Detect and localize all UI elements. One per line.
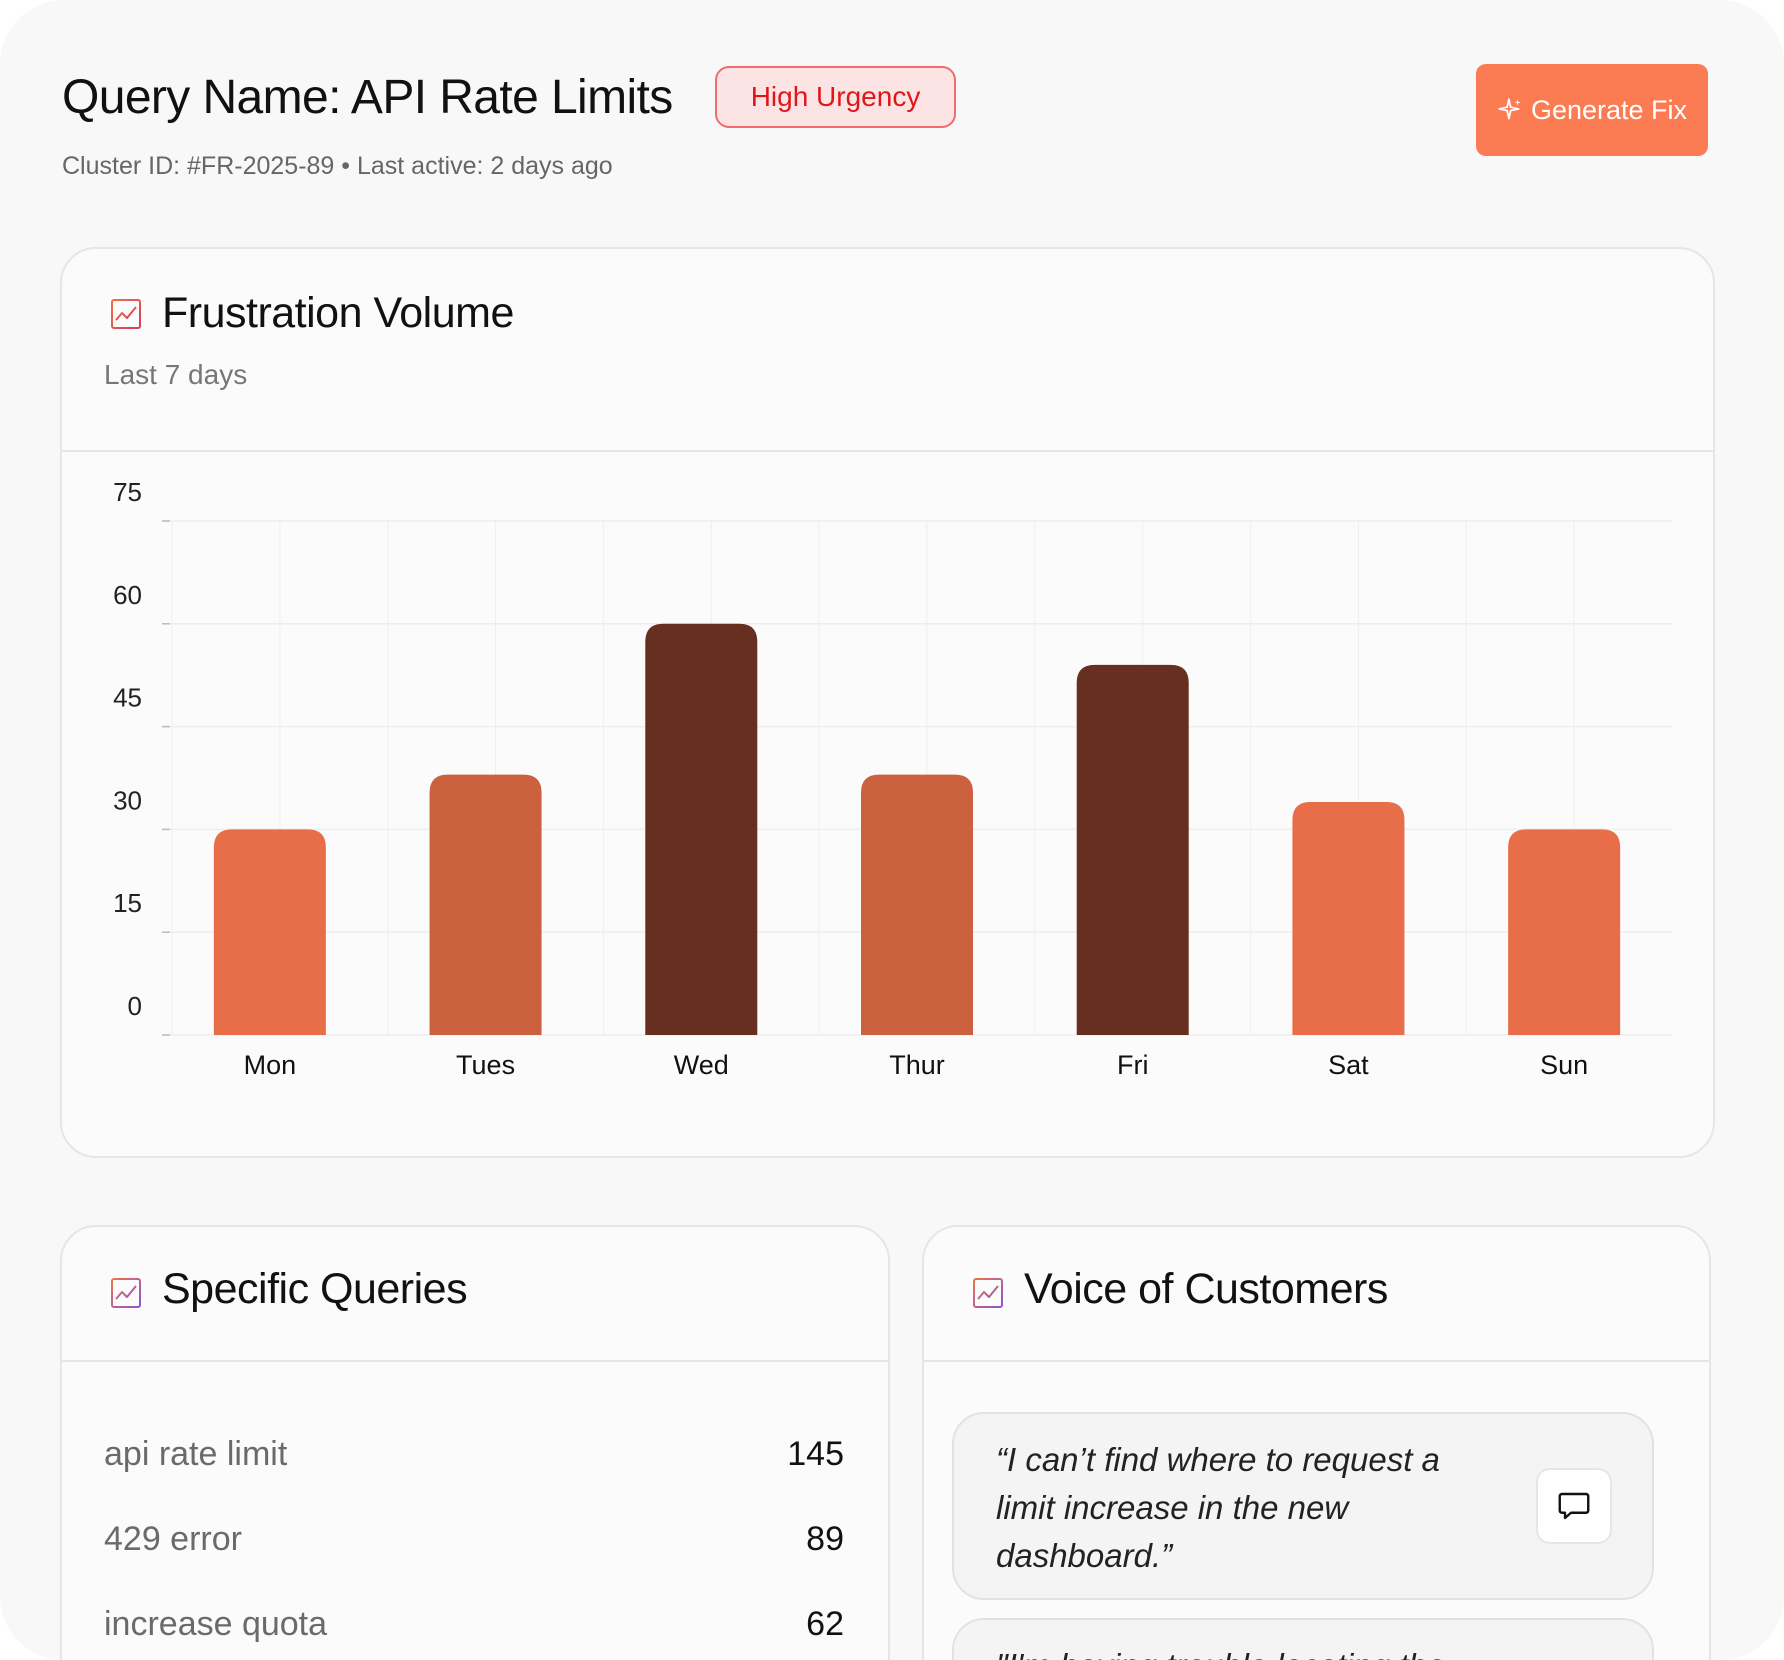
query-label: 429 error bbox=[104, 1520, 242, 1558]
generate-fix-label: Generate Fix bbox=[1530, 94, 1688, 125]
frustration-card-title: Frustration Volume bbox=[162, 289, 514, 337]
frustration-volume-card: Frustration Volume Last 7 days 0 15 30 45 60… bbox=[60, 247, 1715, 1158]
customer-quote: "I'm having trouble locating the bbox=[952, 1618, 1654, 1660]
speech-bubble-icon bbox=[1558, 1492, 1590, 1520]
chart-bar bbox=[1292, 801, 1405, 1035]
frustration-card-header: Frustration Volume Last 7 days bbox=[62, 249, 1713, 452]
chart-bar bbox=[645, 623, 758, 1035]
customer-quote: “I can’t find where to request a limit i… bbox=[952, 1412, 1654, 1600]
list-item[interactable]: 429 error 89 bbox=[104, 1497, 844, 1582]
chart-bar bbox=[213, 829, 326, 1035]
quote-comment-button[interactable] bbox=[1536, 1468, 1612, 1544]
voice-of-customers-card: Voice of Customers “I can’t find where t… bbox=[922, 1225, 1711, 1660]
cluster-subtitle: Cluster ID: #FR-2025-89 • Last active: 2… bbox=[62, 152, 613, 180]
y-tick-label: 45 bbox=[113, 683, 142, 713]
y-tick-label: 75 bbox=[113, 477, 142, 507]
x-tick-label: Wed bbox=[674, 1050, 729, 1080]
trend-chart-icon bbox=[973, 1278, 1003, 1308]
y-tick-label: 0 bbox=[128, 991, 142, 1021]
chart-bar bbox=[429, 774, 542, 1035]
quote-text: "I'm having trouble locating the bbox=[996, 1642, 1466, 1660]
voice-card-header: Voice of Customers bbox=[924, 1227, 1709, 1362]
y-tick-label: 15 bbox=[113, 888, 142, 918]
title-row: Query Name: API Rate Limits High Urgency bbox=[62, 66, 1708, 128]
list-item[interactable]: api rate limit 145 bbox=[104, 1412, 844, 1497]
query-count: 62 bbox=[806, 1605, 844, 1643]
query-label: increase quota bbox=[104, 1605, 328, 1643]
x-tick-label: Fri bbox=[1117, 1050, 1148, 1080]
x-tick-label: Sat bbox=[1328, 1050, 1369, 1080]
voice-card-title: Voice of Customers bbox=[1024, 1265, 1388, 1313]
specific-queries-card: Specific Queries api rate limit 145 429 … bbox=[60, 1225, 890, 1660]
trend-chart-icon bbox=[111, 1278, 141, 1308]
query-count: 89 bbox=[806, 1520, 844, 1558]
query-count: 145 bbox=[787, 1435, 844, 1473]
urgency-badge: High Urgency bbox=[714, 66, 957, 128]
chart-bar bbox=[1076, 664, 1189, 1035]
x-tick-label: Thur bbox=[889, 1050, 945, 1080]
query-label: api rate limit bbox=[104, 1435, 288, 1473]
list-item[interactable]: increase quota 62 bbox=[104, 1582, 844, 1660]
frustration-card-subtitle: Last 7 days bbox=[104, 359, 248, 390]
query-list: api rate limit 145 429 error 89 increase… bbox=[104, 1412, 844, 1660]
frustration-bar-chart: 0 15 30 45 60 75 Mon Tues Wed Thur Fri Sat Sun bbox=[113, 477, 1672, 1080]
trend-chart-icon bbox=[111, 299, 141, 329]
queries-card-header: Specific Queries bbox=[62, 1227, 888, 1362]
sparkle-icon bbox=[1498, 98, 1521, 120]
x-tick-label: Tues bbox=[456, 1050, 515, 1080]
x-tick-label: Mon bbox=[244, 1050, 297, 1080]
page-title: Query Name: API Rate Limits bbox=[62, 70, 673, 124]
quote-text: “I can’t find where to request a limit i… bbox=[996, 1441, 1440, 1574]
page-header: Query Name: API Rate Limits High Urgency… bbox=[62, 64, 1708, 186]
chart-bar bbox=[861, 774, 973, 1035]
generate-fix-button[interactable]: Generate Fix bbox=[1476, 64, 1708, 156]
y-tick-label: 30 bbox=[113, 785, 142, 815]
y-tick-label: 60 bbox=[113, 580, 142, 610]
x-tick-label: Sun bbox=[1540, 1050, 1588, 1080]
queries-card-title: Specific Queries bbox=[162, 1265, 468, 1313]
chart-bar bbox=[1508, 829, 1621, 1035]
